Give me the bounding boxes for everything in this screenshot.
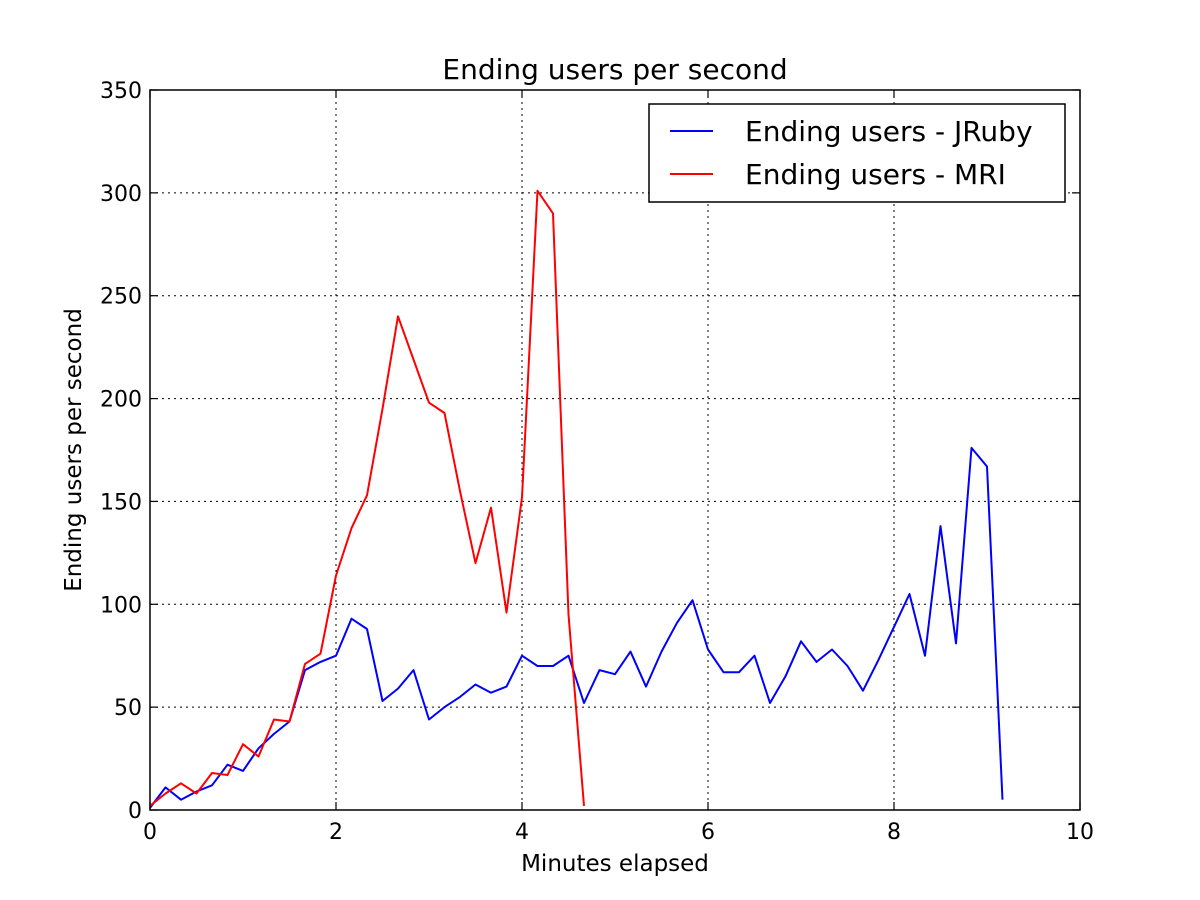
x-tick-label: 0 [143,820,157,845]
x-axis-label: Minutes elapsed [521,851,709,877]
plot-lines [149,189,1004,809]
axes-frame [149,89,1081,811]
legend-label-0: Ending users - JRuby [745,115,1033,148]
y-tick-label: 150 [100,490,142,515]
x-tick-label: 4 [515,820,529,845]
y-tick-label: 350 [100,79,142,104]
y-tick-label: 100 [100,593,142,618]
y-tick-label: 50 [114,696,142,721]
legend: Ending users - JRuby Ending users - MRI [648,103,1066,203]
y-tick-label: 0 [128,799,142,824]
legend-box [648,103,1066,203]
y-tick-label: 200 [100,388,142,413]
x-tick-label: 2 [329,820,343,845]
y-tick-label: 300 [100,182,142,207]
series-line-1 [149,189,585,807]
chart-title: Ending users per second [442,53,787,86]
x-tick-label: 6 [701,820,715,845]
y-axis-label: Ending users per second [61,308,87,592]
x-tick-label: 8 [887,820,901,845]
y-tick-label: 250 [100,285,142,310]
x-tick-label: 10 [1066,820,1094,845]
legend-label-1: Ending users - MRI [745,158,1006,191]
